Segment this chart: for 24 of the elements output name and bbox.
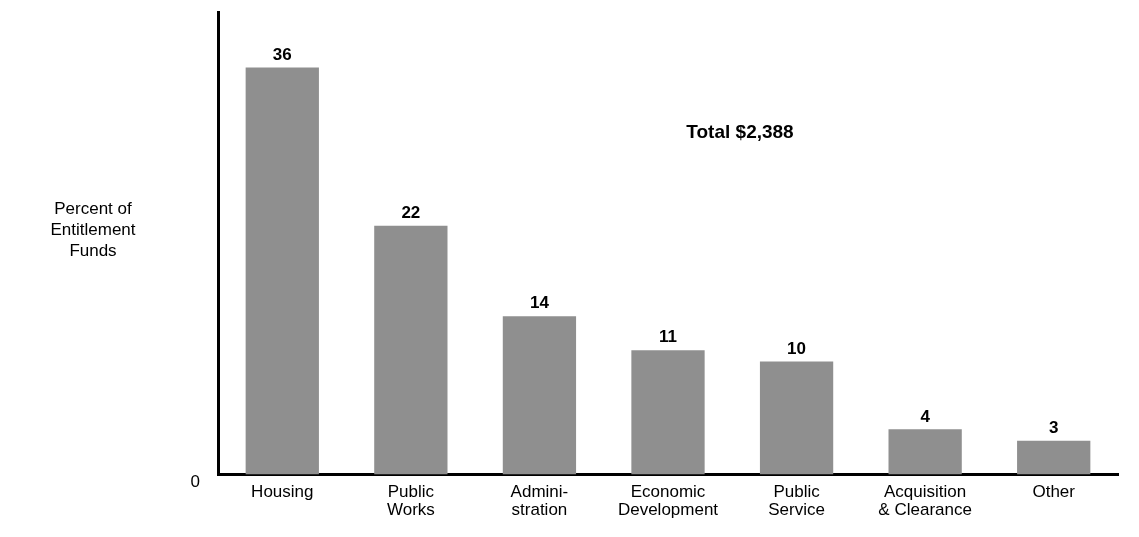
x-tick-label: Public Works <box>386 481 435 520</box>
data-label: 3 <box>1048 417 1059 437</box>
data-label: 11 <box>659 327 677 347</box>
x-tick-label: Admini- stration <box>510 481 569 520</box>
x-tick-label: Other <box>1032 481 1076 501</box>
bar <box>374 225 448 475</box>
bar <box>759 361 834 475</box>
data-label: 36 <box>272 44 292 64</box>
bar <box>502 316 577 475</box>
text: 0 <box>190 472 200 492</box>
data-label: 22 <box>401 203 421 223</box>
bar <box>245 67 319 475</box>
x-tick-label: Acquisition & Clearance <box>878 481 972 520</box>
x-tick-label: Economic Development <box>617 481 719 520</box>
y-axis-title: Percent of Entitlement Funds <box>49 198 137 261</box>
x-tick-label: Public Service <box>768 481 825 520</box>
bar <box>888 429 962 475</box>
bar <box>631 350 705 475</box>
x-tick-label: Housing <box>251 481 314 501</box>
annotation: Total $2,388 <box>686 120 794 142</box>
bar <box>1017 440 1091 475</box>
data-label: 4 <box>920 406 931 426</box>
data-label: 14 <box>529 293 550 313</box>
data-label: 10 <box>787 338 807 358</box>
